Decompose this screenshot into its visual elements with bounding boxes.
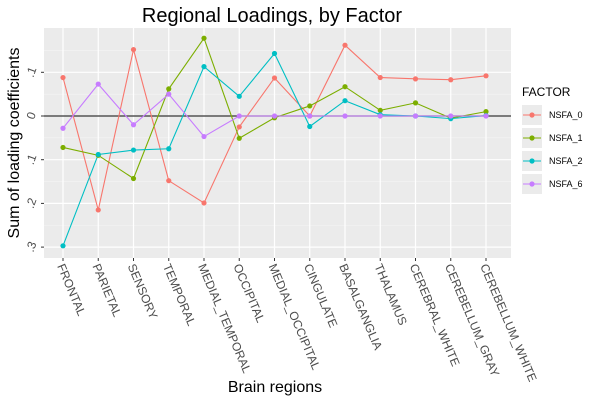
data-point-nsfa_2 [342,98,348,104]
y-tick-label: .3 [23,239,40,253]
data-point-nsfa_6 [130,122,137,128]
data-point-nsfa_1 [130,175,137,182]
data-point-nsfa_0 [60,74,66,81]
data-point-nsfa_0 [448,77,454,83]
data-point-nsfa_0 [166,178,172,184]
data-point-nsfa_1 [201,35,207,41]
x-tick-label: OCCIPITAL [230,262,267,325]
data-point-nsfa_6 [95,81,101,87]
data-point-nsfa_1 [377,107,383,113]
data-point-nsfa_2 [130,147,137,153]
legend-key-point [529,112,535,118]
data-point-nsfa_2 [95,151,101,158]
y-tick-label: 0 [24,110,40,121]
data-point-nsfa_0 [95,207,101,213]
data-point-nsfa_0 [236,124,242,130]
data-point-nsfa_1 [342,84,348,90]
chart-title: Regional Loadings, by Factor [142,5,402,27]
data-point-nsfa_6 [307,113,313,119]
x-tick-label: PARIETAL [89,262,124,320]
y-tick-label: .1 [23,152,40,166]
legend: FACTOR NSFA_0 NSFA_1 NSFA_2 NSFA_6 [522,85,583,194]
data-point-nsfa_1 [60,144,66,151]
y-tick-label: .1 [23,65,40,79]
x-tick-label: TEMPORAL [160,262,199,329]
data-point-nsfa_2 [307,123,313,130]
legend-label: NSFA_6 [549,179,583,189]
data-point-nsfa_0 [271,75,278,81]
data-point-nsfa_2 [201,64,207,70]
data-point-nsfa_6 [483,113,489,119]
data-point-nsfa_1 [166,86,172,92]
data-point-nsfa_1 [307,103,313,109]
x-axis-title: Brain regions [228,379,322,396]
data-point-nsfa_1 [483,109,489,115]
data-point-nsfa_6 [448,113,454,119]
data-point-nsfa_0 [201,200,207,206]
x-axis-ticks: FRONTAL PARIETAL SENSORY TEMPORALMEDIAL_TEM… [54,258,540,384]
legend-label: NSFA_2 [549,156,583,166]
plot-panel [44,28,511,258]
data-point-nsfa_2 [166,146,172,152]
x-tick-label: CINGULATE [301,262,340,330]
y-tick-label: .2 [23,196,40,210]
legend-label: NSFA_1 [549,133,583,143]
legend-key-point [529,135,535,141]
y-axis-ticks: .3 .2 .1 0 .1 [23,65,44,254]
data-point-nsfa_1 [412,100,419,106]
data-point-nsfa_6 [60,125,66,131]
data-point-nsfa_0 [342,42,348,48]
series-points [60,35,489,249]
x-tick-label: FRONTAL [54,262,89,319]
data-point-nsfa_2 [271,50,278,57]
data-point-nsfa_6 [166,91,172,97]
legend-key-point [529,181,535,187]
legend-label: NSFA_0 [549,110,583,120]
data-point-nsfa_6 [201,133,207,140]
minor-gridlines [44,50,511,226]
data-point-nsfa_2 [60,243,66,249]
data-point-nsfa_1 [236,135,242,141]
x-tick-label: SENSORY [125,262,161,321]
data-point-nsfa_6 [342,113,348,119]
data-point-nsfa_0 [483,73,489,79]
data-point-nsfa_6 [412,113,419,119]
legend-key-point [529,158,535,164]
data-point-nsfa_0 [130,46,137,53]
data-point-nsfa_0 [412,76,419,82]
data-point-nsfa_2 [236,93,242,99]
y-axis-title: Sum of loading coefficients [6,48,23,239]
data-point-nsfa_6 [271,113,278,119]
data-point-nsfa_6 [377,113,383,119]
legend-title: FACTOR [522,85,571,99]
major-gridlines [44,28,511,258]
data-point-nsfa_0 [377,74,383,81]
x-tick-label: THALAMUS [371,262,409,328]
data-point-nsfa_6 [236,113,242,119]
